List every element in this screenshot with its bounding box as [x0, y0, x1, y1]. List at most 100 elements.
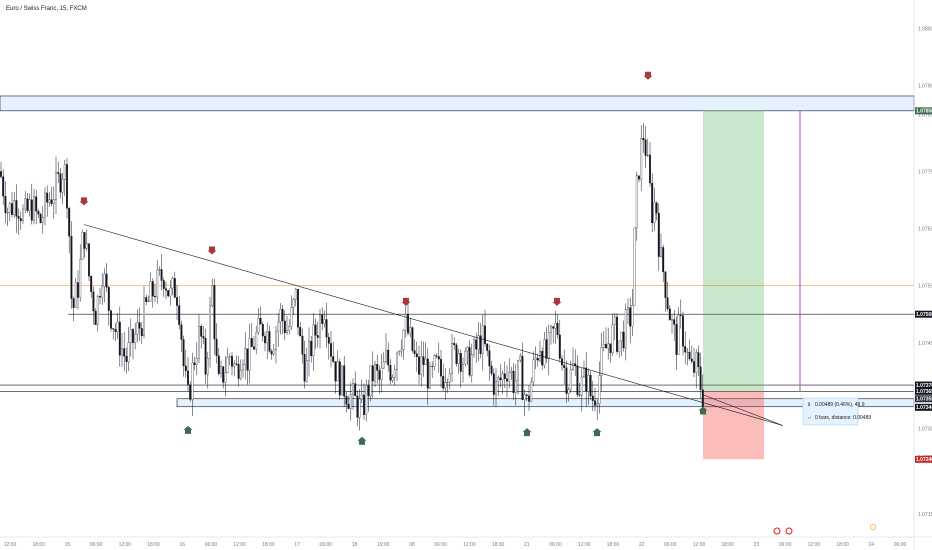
bottom-icons[interactable]	[773, 524, 876, 535]
candle-body	[367, 384, 370, 397]
candle-body	[536, 357, 539, 361]
x-tick-label: 18:00	[32, 542, 45, 548]
candle-body	[85, 243, 88, 249]
candle-body	[272, 349, 275, 355]
x-tick-label: 24	[869, 542, 875, 548]
x-tick-label: 06:00	[894, 542, 907, 548]
candle-body	[594, 400, 596, 406]
candle-body	[231, 355, 233, 367]
candle-body	[382, 361, 385, 369]
candle-body	[431, 366, 434, 367]
candle-body	[653, 202, 656, 224]
arrow-down-icon	[401, 297, 411, 306]
event-icon[interactable]	[870, 524, 876, 530]
candle-body	[136, 322, 139, 335]
candle-body	[356, 395, 359, 418]
candle-body	[567, 389, 570, 394]
candle-body	[660, 247, 662, 257]
position-profit-zone[interactable]	[703, 110, 764, 392]
candle-body	[464, 350, 467, 365]
price-tag-label: 1.07500	[916, 312, 932, 318]
candle-body	[294, 288, 297, 300]
candle-body	[200, 326, 203, 337]
candle-body	[195, 358, 198, 365]
price-tag	[915, 403, 932, 411]
candle-body	[336, 361, 339, 382]
candle-body	[299, 327, 302, 337]
x-tick-label: 06:00	[320, 542, 333, 548]
tags-layer: 1.07856 1.07500 1.073761.07365 1.07359 1.073…	[915, 107, 932, 463]
candle-body	[279, 309, 282, 323]
trendline-extension[interactable]	[702, 394, 784, 426]
candle-body	[442, 375, 445, 389]
candle-body	[345, 396, 348, 405]
candle-body	[325, 319, 328, 338]
position-layer[interactable]	[703, 110, 801, 460]
candle-body	[404, 314, 407, 331]
candle-body	[369, 365, 372, 397]
event-icon[interactable]	[773, 527, 781, 535]
candle-body	[352, 383, 354, 395]
candle-body	[671, 319, 673, 321]
candle-body	[695, 352, 698, 373]
candle-body	[125, 356, 128, 362]
trendline[interactable]	[83, 224, 784, 426]
candle-body	[213, 285, 216, 340]
candle-body	[6, 212, 9, 214]
candle-body	[488, 350, 491, 367]
x-tick-label: 15	[65, 542, 71, 548]
candle-body	[468, 347, 471, 376]
measure-box[interactable]	[802, 397, 859, 426]
candle-body	[70, 236, 73, 299]
candle-body	[409, 327, 412, 334]
candle-body	[607, 343, 610, 349]
candle-body	[242, 364, 244, 371]
candle-body	[679, 314, 682, 316]
candle-body	[193, 362, 196, 365]
event-icon[interactable]	[785, 527, 793, 535]
arrow-up-icon	[592, 428, 602, 437]
candle-body	[492, 373, 495, 395]
candle-body	[682, 315, 684, 347]
candle-body	[528, 395, 530, 402]
x-tick-label: 12:00	[233, 542, 246, 548]
candle-body	[446, 381, 449, 383]
candle-body	[283, 320, 286, 334]
candle-body	[633, 227, 636, 306]
candle-body	[244, 348, 247, 365]
candle-body	[61, 179, 64, 193]
position-loss-zone[interactable]	[703, 391, 764, 460]
candle-body	[165, 288, 167, 291]
trend-layer[interactable]	[83, 224, 784, 426]
candle-body	[396, 352, 398, 370]
candle-body	[264, 335, 266, 344]
candle-body	[173, 278, 176, 298]
candle-body	[237, 364, 240, 379]
arrow-down-icon	[643, 71, 653, 80]
candle-body	[338, 361, 341, 396]
candle-body	[387, 349, 390, 366]
candle-body	[402, 330, 405, 350]
candle-body	[330, 343, 332, 357]
candle-body	[118, 321, 121, 356]
price-tag-label: 1.07376	[916, 383, 932, 389]
measure-layer[interactable]: ⇕ 0.00489 (0.46%), 48.9 ⇔ 0 bars, distan…	[802, 397, 871, 426]
candle-body	[600, 347, 603, 376]
candle-body	[257, 318, 260, 333]
candle-body	[666, 297, 669, 309]
candle-body	[499, 377, 502, 381]
candle-body	[209, 305, 211, 359]
candle-body	[426, 358, 429, 389]
candle-body	[385, 349, 387, 363]
candle-body	[558, 334, 561, 359]
candle-body	[74, 282, 77, 308]
candle-body	[503, 373, 506, 379]
arrow-down-icon	[79, 197, 89, 206]
price-tag-label: 1.07246	[916, 457, 932, 463]
price-tag-label: 1.07344	[916, 405, 932, 411]
candle-body	[508, 372, 511, 382]
arrows-layer	[79, 71, 708, 445]
candle-body	[19, 218, 22, 222]
candle-body	[673, 319, 676, 325]
